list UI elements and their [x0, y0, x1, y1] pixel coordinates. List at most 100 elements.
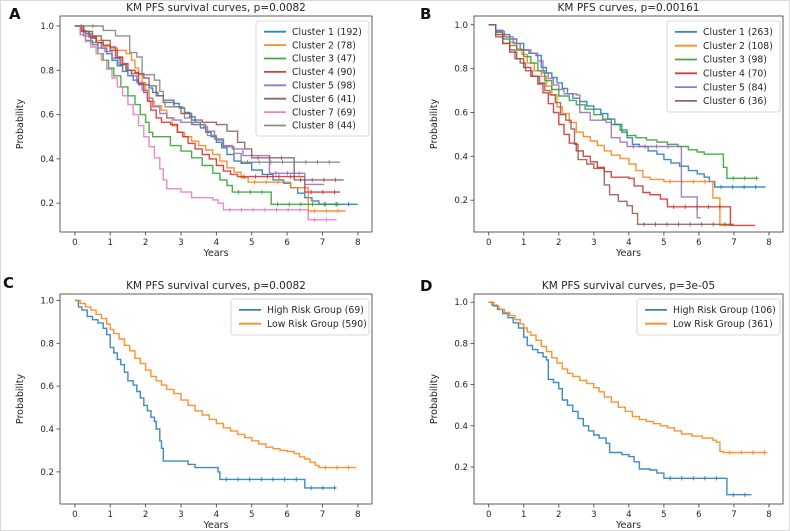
y-tick-label: 0.4	[454, 422, 468, 432]
y-tick-label: 0.8	[454, 65, 468, 75]
legend-item: Cluster 4 (90)	[264, 67, 356, 78]
x-tick-label: 3	[178, 238, 183, 248]
km-chart-b: KM PFS curves, p=0.00161 0 1 2 3 4 5 6 7 8 0.2 0.4 0…	[429, 2, 784, 259]
y-tick-label: 0.6	[454, 381, 468, 391]
x-axis-label: Years	[615, 248, 641, 259]
chart-title: KM PFS curves, p=0.00161	[558, 2, 700, 14]
legend-box	[636, 298, 781, 336]
legend-label: Cluster 5 (98)	[292, 81, 356, 92]
y-tick-label: 0.4	[40, 155, 54, 165]
x-tick-label: 5	[249, 510, 254, 520]
x-tick-label: 1	[107, 238, 112, 248]
legend-label: Cluster 4 (90)	[292, 67, 356, 78]
y-tick-label: 1.0	[40, 22, 54, 32]
legend-label: Cluster 2 (108)	[703, 41, 773, 52]
curve-high-risk-group-106	[488, 301, 752, 496]
y-tick-label: 0.8	[40, 66, 54, 76]
y-tick-label: 1.0	[40, 296, 54, 306]
x-tick-label: 1	[521, 510, 526, 520]
legend: Cluster 1 (192) Cluster 2 (78) Cluster 3 (…	[255, 20, 370, 137]
curve-cluster-4-70	[488, 24, 755, 227]
legend-box	[666, 20, 781, 113]
y-tick-label: 0.6	[454, 108, 468, 118]
legend-item: Cluster 8 (44)	[264, 121, 356, 132]
x-tick-label: 7	[320, 238, 325, 248]
x-tick-label: 0	[486, 510, 491, 520]
y-tick-label: 1.0	[454, 298, 468, 308]
legend-label: Low Risk Group (590)	[267, 319, 367, 330]
panel-label-b: B	[420, 5, 432, 23]
legend-label: Cluster 8 (44)	[292, 121, 356, 132]
x-tick-label: 8	[355, 510, 360, 520]
x-tick-label: 2	[556, 510, 561, 520]
curve-cluster-5-84	[488, 24, 701, 219]
legend-item: Low Risk Group (361)	[645, 319, 773, 330]
x-tick-label: 2	[556, 238, 561, 248]
km-chart-d: KM PFS survival curves, p=3e-05 0 1 2 3 4 5 6 7 8…	[429, 280, 784, 530]
y-tick-label: 0.6	[40, 382, 54, 392]
x-tick-label: 1	[107, 510, 112, 520]
x-tick-label: 8	[355, 238, 360, 248]
curve-high-risk-group-69	[74, 299, 337, 489]
y-tick-label: 0.2	[40, 468, 54, 478]
legend-item: Cluster 3 (98)	[675, 55, 767, 66]
curve-cluster-3-98	[488, 24, 759, 179]
legend-item: Cluster 3 (47)	[264, 54, 356, 65]
legend-box	[255, 20, 370, 137]
legend-label: Cluster 1 (192)	[292, 27, 362, 38]
panel-label-d: D	[420, 277, 433, 295]
y-axis-label: Probability	[429, 374, 440, 425]
x-tick-label: 7	[731, 510, 736, 520]
legend-item: Cluster 7 (69)	[264, 107, 356, 118]
legend-item: Cluster 6 (36)	[675, 96, 767, 107]
x-tick-label: 3	[591, 238, 596, 248]
legend-label: Cluster 6 (36)	[703, 96, 767, 107]
x-tick-label: 5	[661, 510, 666, 520]
legend-box	[230, 298, 370, 336]
y-tick-label: 1.0	[454, 21, 468, 31]
legend-item: Cluster 5 (84)	[675, 82, 767, 93]
legend-item: Cluster 1 (192)	[264, 27, 362, 38]
x-tick-label: 7	[320, 510, 325, 520]
y-tick-label: 0.6	[40, 111, 54, 121]
curve-cluster-8-44	[74, 25, 341, 163]
x-tick-label: 0	[72, 510, 77, 520]
x-axis-label: Years	[615, 520, 641, 530]
x-tick-label: 1	[521, 238, 526, 248]
curve-cluster-6-36	[488, 24, 734, 225]
legend-label: Cluster 2 (78)	[292, 40, 356, 51]
curve-cluster-2-108	[488, 24, 731, 227]
curve-cluster-1-263	[488, 24, 766, 188]
y-tick-label: 0.4	[454, 152, 468, 162]
y-tick-label: 0.4	[40, 425, 54, 435]
legend-label: Low Risk Group (361)	[673, 319, 773, 330]
x-tick-label: 8	[766, 510, 771, 520]
y-tick-label: 0.2	[454, 196, 468, 206]
x-axis-label: Years	[202, 520, 228, 530]
x-tick-label: 4	[626, 238, 631, 248]
legend-item: Cluster 6 (41)	[264, 94, 356, 105]
panel-d: D KM PFS survival curves, p=3e-05 0 1 2 3 4 5 6…	[396, 266, 789, 530]
x-tick-label: 2	[143, 238, 148, 248]
curve-low-risk-group-361	[488, 301, 768, 454]
panel-a: A KM PFS survival curves, p=0.0082 0 1 2 3 4 5…	[1, 1, 396, 266]
km-chart-a: KM PFS survival curves, p=0.0082 0 1 2 3 4 5 6 7…	[15, 2, 373, 259]
legend-label: Cluster 3 (98)	[703, 55, 767, 66]
x-tick-label: 2	[143, 510, 148, 520]
legend-label: Cluster 5 (84)	[703, 82, 767, 93]
y-tick-label: 0.2	[454, 463, 468, 473]
legend-label: Cluster 3 (47)	[292, 54, 356, 65]
panel-b: B KM PFS curves, p=0.00161 0 1 2 3 4 5 6 7 8 0.2 0.…	[396, 1, 789, 266]
legend-label: Cluster 6 (41)	[292, 94, 356, 105]
x-tick-label: 5	[661, 238, 666, 248]
curve-cluster-7-69	[74, 25, 337, 221]
y-axis-label: Probability	[429, 99, 440, 150]
legend-label: High Risk Group (106)	[673, 305, 776, 316]
legend-label: High Risk Group (69)	[267, 305, 364, 316]
chart-title: KM PFS survival curves, p=0.0082	[126, 280, 306, 292]
x-tick-label: 0	[486, 238, 491, 248]
curve-cluster-1-192	[74, 25, 358, 205]
x-tick-label: 3	[591, 510, 596, 520]
x-tick-label: 4	[214, 238, 219, 248]
